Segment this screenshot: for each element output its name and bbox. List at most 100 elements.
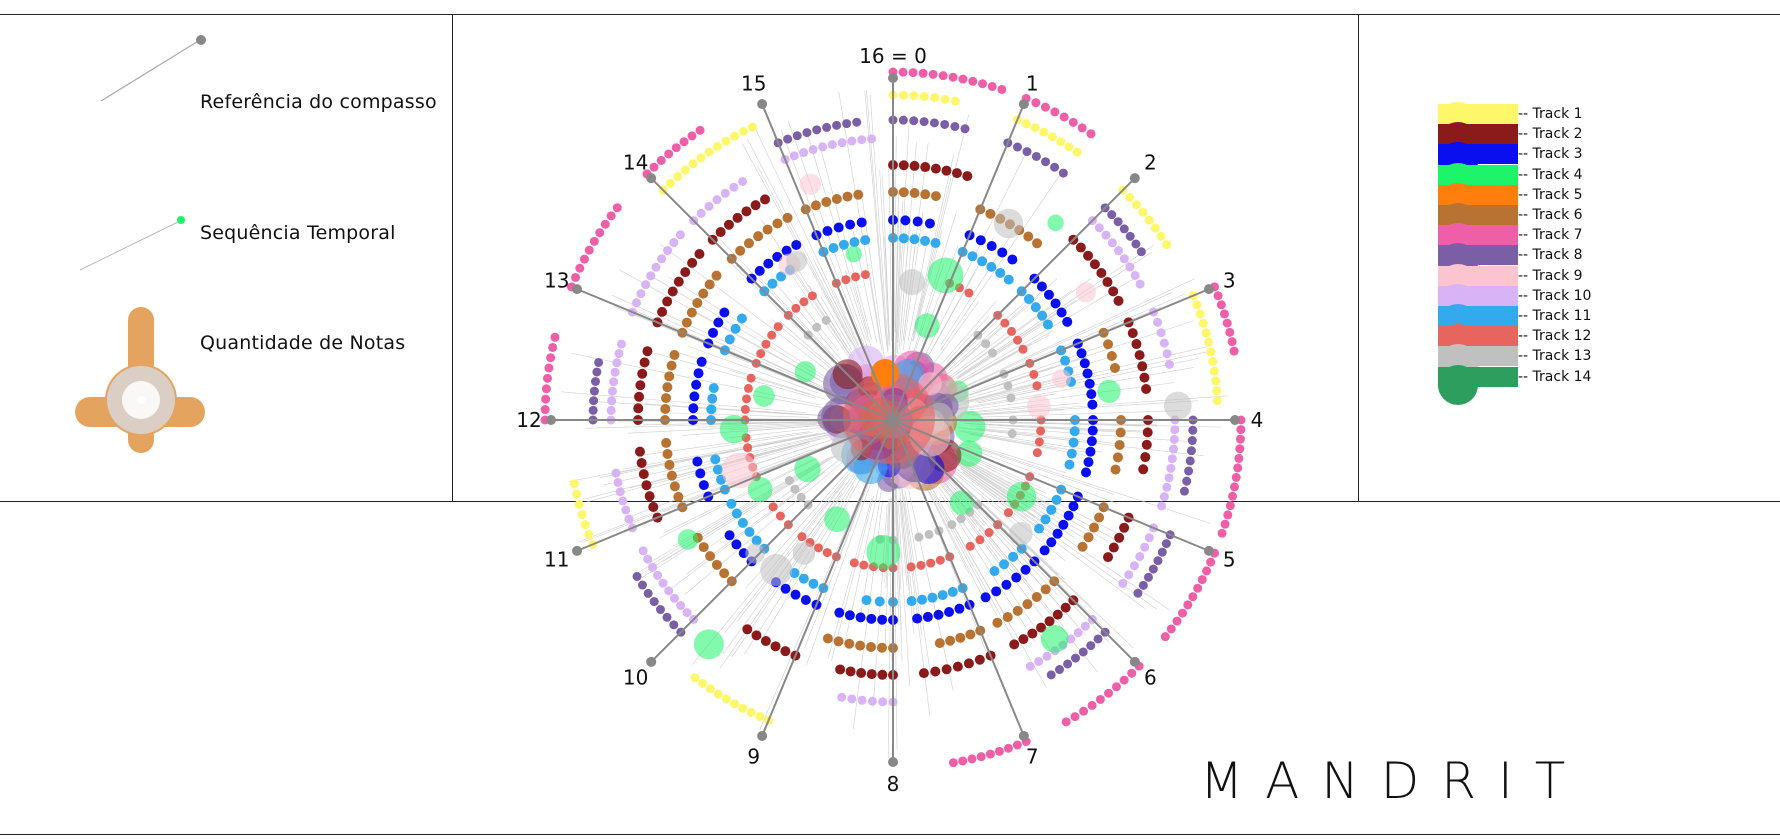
note-dot [837,692,847,702]
note-dot [589,236,599,246]
note-dot [736,313,747,324]
note-dot [1002,612,1013,623]
note-dot [693,368,704,379]
note-dot [1106,351,1117,362]
note-guide-line [971,400,1199,416]
measure-label: 6 [1144,665,1157,689]
note-dot [1003,743,1013,753]
note-dot [857,135,867,145]
note-dot [941,664,952,675]
note-dot [1220,519,1230,529]
note-dot [1042,651,1052,661]
note-dot [914,532,924,542]
note-dot [592,367,602,377]
note-dot [1022,147,1032,157]
note-guide-line [838,91,881,344]
note-dot [1144,533,1154,543]
note-dot [1027,628,1038,639]
note-dot [708,383,719,394]
note-guide-line [955,460,1016,501]
note-dot [1018,344,1028,354]
note-dot [616,339,626,349]
legend-track-label: -- Track 6 [1518,207,1583,223]
note-dot [909,160,920,171]
note-dot [1061,717,1071,727]
note-guide-line [561,391,807,413]
note-dot [842,191,853,202]
note-cluster-blob [693,629,724,660]
note-dot [1235,444,1245,454]
note-guide-line [919,487,987,653]
note-cluster-blob [1047,214,1064,232]
note-dot [916,560,926,570]
note-dot [1076,348,1087,359]
note-dot [646,271,656,281]
note-dot [878,697,888,707]
note-dot [719,568,730,579]
note-dot [1043,289,1054,300]
measure-spoke [892,419,1136,663]
note-dot [1020,564,1031,575]
note-dot [680,165,690,175]
note-dot [1127,328,1138,339]
note-dot [1107,210,1117,220]
note-dot [1185,456,1195,466]
note-guide-line [831,496,874,662]
note-dot [1030,302,1041,313]
note-dot [930,238,941,249]
note-dot [679,137,689,147]
measure-spoke [892,419,1025,737]
note-dot [1211,376,1221,386]
note-guide-line [776,284,842,360]
note-dot [822,548,832,558]
note-dot [751,535,762,546]
note-guide-line [888,169,892,341]
note-dot [1179,486,1189,496]
note-guide-line [926,479,1012,627]
note-dot [1077,123,1087,133]
note-dot [796,492,806,502]
note-dot [1066,634,1076,644]
measure-spoke [650,177,894,421]
note-dot [999,559,1010,570]
measure-label: 1 [1026,72,1039,96]
note-dot [1225,501,1235,511]
note-dot [738,176,748,186]
note-dot [1003,508,1013,518]
note-dot [1037,310,1048,321]
note-dot [1197,575,1207,585]
note-dot [721,694,731,704]
note-dot [847,136,857,146]
note-dot [1087,425,1098,436]
note-dot [696,153,706,163]
note-dot [1050,107,1060,117]
note-dot [662,448,673,459]
note-dot [589,386,599,396]
note-dot [1009,639,1020,650]
note-guide-line [869,275,883,352]
note-cluster-blob [1027,394,1051,419]
legend-track-label: -- Track 8 [1518,247,1583,264]
note-dot [1068,117,1078,127]
note-dot [780,646,791,657]
note-dot [1112,452,1123,463]
note-dot [1012,740,1022,750]
note-guide-line [750,411,804,416]
note-dot [960,124,970,134]
note-guide-line [700,432,813,450]
note-dot [1140,452,1151,463]
note-dot [767,330,777,340]
note-dot [1141,384,1152,395]
note-guide-line [940,301,997,365]
note-dot [1166,624,1176,634]
note-dot [632,571,642,581]
note-dot [918,68,928,78]
note-dot [1150,223,1160,233]
note-dot [1161,539,1171,549]
note-dot [1195,309,1205,319]
temporal-sequence-dot [177,216,185,224]
note-guide-line [949,334,1049,390]
note-guide-line [731,475,856,658]
note-dot [763,258,774,269]
